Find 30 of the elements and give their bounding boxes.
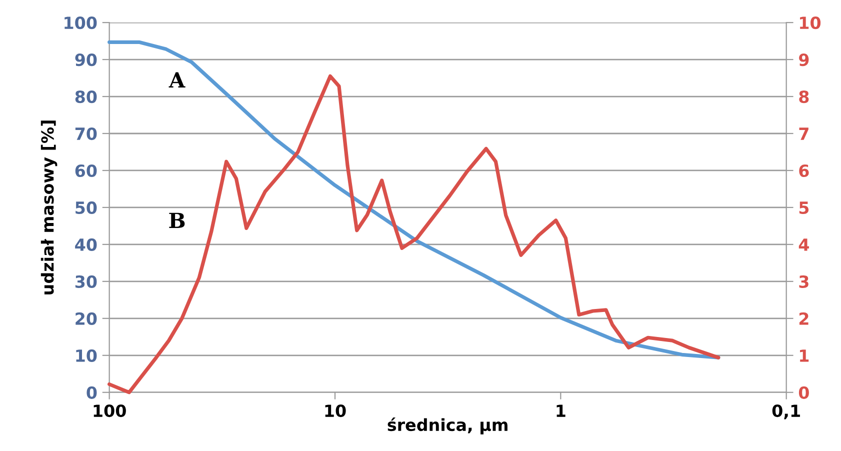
y-tick-label: 90 (75, 53, 97, 66)
y-tick-label: 10 (76, 349, 97, 362)
y2-tick-label: 10 (800, 16, 821, 30)
y-tick-label: 40 (75, 238, 97, 252)
y-tick-label: 60 (75, 164, 97, 178)
y2-tick-label: 7 (799, 128, 808, 140)
annotation: A (168, 72, 186, 88)
x-tick-label: 1 (556, 404, 566, 417)
y2-tick-label: 0 (798, 386, 809, 399)
y2-tick-label: 5 (799, 202, 809, 214)
y2-tick-label: 3 (799, 275, 808, 288)
y-tick-label: 100 (64, 16, 97, 30)
y-tick-label: 20 (76, 312, 97, 325)
y2-tick-label: 2 (799, 312, 808, 325)
y-axis-title: udział masowy [%] (40, 120, 58, 294)
y2-tick-label: 1 (800, 350, 809, 362)
x-tick-label: 0,1 (772, 404, 800, 420)
y-tick-label: 30 (75, 275, 97, 288)
x-tick-label: 10 (325, 404, 346, 418)
y2-tick-label: 6 (799, 164, 809, 178)
annotation: B (169, 212, 185, 228)
y-tick-label: 70 (75, 127, 97, 140)
y2-tick-label: 4 (798, 238, 809, 251)
x-tick-label: 100 (94, 404, 126, 418)
y2-tick-label: 9 (799, 54, 809, 66)
y-tick-label: 50 (76, 201, 97, 214)
y-tick-label: 0 (86, 386, 97, 399)
y-tick-label: 80 (75, 90, 97, 104)
x-axis-title: średnica, µm (388, 418, 508, 434)
y2-tick-label: 8 (799, 90, 809, 104)
